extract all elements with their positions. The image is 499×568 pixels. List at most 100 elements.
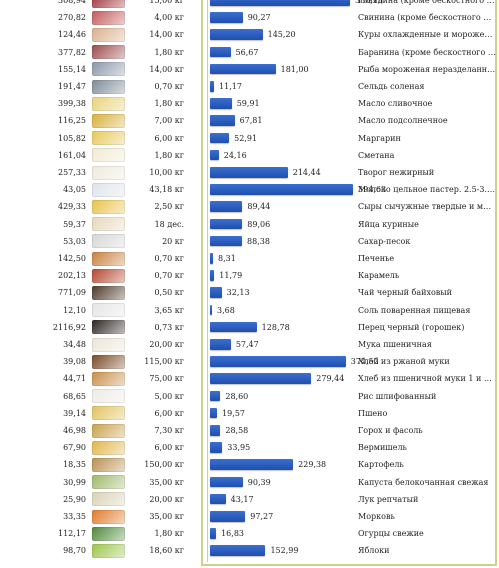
value-bar [210, 218, 243, 230]
price-label: 202,13 [58, 271, 86, 281]
price-label: 33,35 [63, 512, 86, 521]
value-label: 32,13 [226, 288, 250, 298]
product-name: Творог нежирный [358, 168, 435, 177]
price-label: 161,04 [58, 150, 86, 160]
chart-row: 377,82 1,80 кг 56,67 Баранина (кроме бескос… [0, 44, 499, 61]
chart-row: 33,35 35,00 кг 97,27 Морковь [0, 508, 499, 525]
quantity-label: 1,80 кг [154, 47, 184, 57]
product-thumbnail [92, 131, 125, 146]
product-name: Капуста белокочанная свежая [358, 477, 489, 487]
value-label: 128,78 [261, 322, 290, 332]
product-name: Сыры сычужные твердые и мягкие [358, 202, 496, 212]
value-label: 89,44 [247, 202, 271, 212]
value-bar [210, 201, 243, 212]
product-thumbnail [92, 27, 125, 42]
quantity-label: 0,73 кг [154, 322, 184, 332]
value-label: 11,79 [219, 271, 243, 281]
product-thumbnail [92, 371, 125, 386]
quantity-label: 20,00 кг [149, 494, 184, 504]
value-bar [210, 356, 346, 367]
price-label: 124,46 [58, 30, 86, 40]
price-label: 257,33 [58, 168, 86, 177]
product-thumbnail [92, 268, 125, 283]
product-thumbnail [92, 509, 125, 524]
chart-row: 142,50 0,70 кг 8,31 Печенье [0, 250, 499, 267]
value-label: 33,95 [227, 443, 251, 453]
product-name: Карамель [358, 271, 400, 281]
value-label: 88,38 [247, 236, 270, 246]
price-label: 2116,92 [52, 322, 86, 332]
value-bar [210, 459, 294, 470]
quantity-label: 43,18 кг [149, 185, 184, 195]
chart-row: 116,25 7,00 кг 67,81 Масло подсолнечное [0, 112, 499, 129]
product-thumbnail [92, 96, 125, 111]
value-bar [210, 442, 223, 453]
product-name: Морковь [358, 512, 395, 521]
chart-row: 161,04 1,80 кг 24,16 Сметана [0, 147, 499, 164]
product-name: Горох и фасоль [358, 426, 423, 435]
chart-row: 39,08 115,00 кг 374,52 Хлеб из ржаной муки [0, 353, 499, 370]
value-axis [207, 0, 208, 562]
chart-frame-right [495, 0, 497, 566]
quantity-label: 0,70 кг [154, 82, 184, 91]
chart-row: 59,37 18 дес. 89,06 Яйца куриные [0, 216, 499, 233]
chart-row: 257,33 10,00 кг 214,44 Творог нежирный [0, 164, 499, 181]
product-thumbnail [92, 475, 125, 490]
product-name: Рис шлифованный [358, 391, 437, 401]
value-bar [210, 81, 215, 92]
value-label: 374,52 [350, 357, 379, 367]
quantity-label: 20 кг [162, 236, 184, 246]
product-name: Сельдь соленая [358, 82, 425, 91]
value-label: 8,31 [218, 254, 236, 263]
quantity-label: 18,60 кг [149, 546, 184, 556]
product-thumbnail [92, 389, 125, 404]
quantity-label: 14,00 кг [149, 64, 184, 74]
price-label: 53,03 [63, 236, 86, 246]
product-name: Хлеб из пшеничной муки 1 и 2 с. [358, 374, 496, 384]
chart-row: 202,13 0,70 кг 11,79 Карамель [0, 267, 499, 284]
price-label: 308,94 [58, 0, 86, 5]
chart-row: 30,99 35,00 кг 90,39 Капуста белокочанная с… [0, 474, 499, 491]
product-name: Говядина (кроме бескостного мяса) [358, 0, 496, 5]
price-label: 399,38 [58, 99, 86, 109]
value-bar [210, 149, 219, 161]
product-name: Чай черный байховый [358, 288, 452, 298]
chart-row: 98,70 18,60 кг 152,99 Яблоки [0, 542, 499, 559]
price-label: 771,09 [58, 288, 86, 298]
chart-row: 39,14 6,00 кг 19,57 Пшено [0, 405, 499, 422]
price-label: 112,17 [58, 529, 86, 539]
quantity-label: 1,80 кг [154, 150, 184, 160]
product-thumbnail [92, 234, 125, 249]
price-label: 377,82 [58, 47, 86, 57]
quantity-label: 14,00 кг [149, 30, 184, 40]
value-label: 214,44 [292, 168, 321, 177]
product-thumbnail [92, 285, 125, 300]
quantity-label: 18 дес. [154, 219, 184, 229]
product-name: Яблоки [358, 546, 390, 556]
value-bar [210, 184, 354, 195]
value-bar [210, 339, 231, 350]
value-bar [210, 425, 221, 436]
chart-row: 270,82 4,00 кг 90,27 Свинина (кроме бескост… [0, 9, 499, 26]
value-label: 90,27 [247, 13, 271, 23]
price-label: 18,35 [63, 460, 86, 470]
value-bar [210, 253, 213, 264]
product-name: Огурцы свежие [358, 529, 424, 539]
value-label: 52,91 [234, 133, 258, 143]
chart-row: 12,10 3,65 кг 3,68 Соль поваренная пищевая [0, 302, 499, 319]
product-name: Свинина (кроме бескостного мяса) [358, 13, 496, 23]
value-label: 11,17 [219, 82, 242, 91]
price-label: 12,10 [63, 305, 86, 315]
product-name: Маргарин [358, 133, 401, 143]
chart-row: 46,98 7,30 кг 28,58 Горох и фасоль [0, 422, 499, 439]
value-label: 89,06 [247, 219, 271, 229]
value-label: 19,57 [222, 408, 245, 418]
quantity-label: 10,00 кг [149, 168, 184, 177]
product-name: Сахар-песок [358, 236, 411, 246]
chart-row: 112,17 1,80 кг 16,83 Огурцы свежие [0, 525, 499, 542]
price-label: 34,48 [63, 340, 86, 349]
quantity-label: 20,00 кг [149, 340, 184, 349]
value-bar [210, 528, 217, 539]
product-name: Рыба мороженая неразделанная [358, 64, 496, 74]
product-thumbnail [92, 113, 125, 128]
